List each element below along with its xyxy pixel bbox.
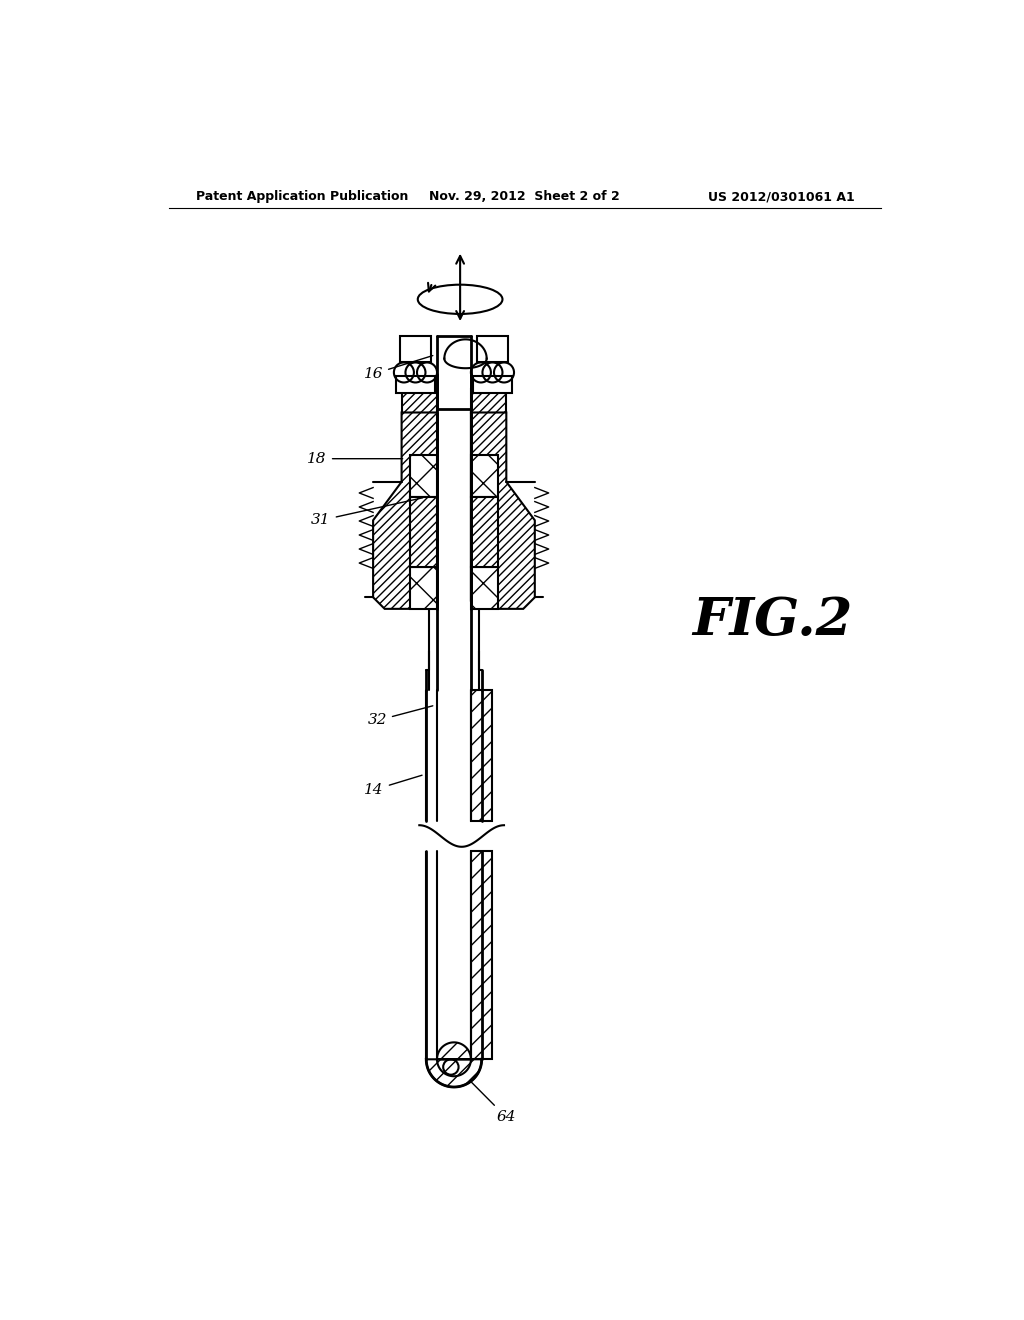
Text: 32: 32 [368, 706, 433, 727]
Text: US 2012/0301061 A1: US 2012/0301061 A1 [708, 190, 854, 203]
Text: FIG.2: FIG.2 [692, 595, 853, 645]
Bar [410, 566, 437, 609]
Text: 64: 64 [470, 1081, 516, 1125]
Text: 18: 18 [307, 451, 402, 466]
Bar [471, 851, 493, 1059]
Bar [471, 566, 498, 609]
Text: 16: 16 [364, 355, 433, 381]
Text: Patent Application Publication: Patent Application Publication [196, 190, 409, 203]
Bar [401, 389, 437, 412]
Bar [400, 335, 431, 363]
Polygon shape [373, 412, 437, 609]
Bar [477, 335, 508, 363]
Bar [410, 498, 437, 566]
Polygon shape [426, 1043, 481, 1086]
Text: 31: 31 [311, 498, 423, 527]
Text: Nov. 29, 2012  Sheet 2 of 2: Nov. 29, 2012 Sheet 2 of 2 [429, 190, 621, 203]
Bar [471, 389, 506, 412]
Text: 14: 14 [365, 775, 422, 797]
Bar [396, 376, 435, 393]
Bar [471, 498, 498, 566]
Bar [410, 455, 437, 498]
Bar [473, 376, 512, 393]
Polygon shape [471, 412, 535, 609]
Bar [471, 455, 498, 498]
Bar [471, 689, 493, 821]
